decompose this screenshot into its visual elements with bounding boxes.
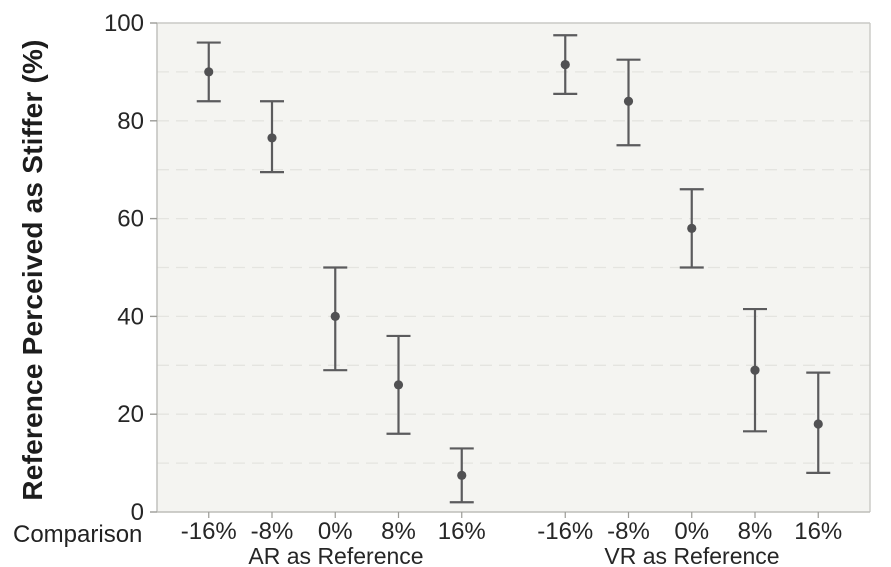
x-tick-label: 16%: [438, 518, 486, 545]
y-tick-label: 100: [104, 10, 144, 37]
y-tick-label: 0: [131, 499, 144, 526]
x-tick-label: -8%: [607, 518, 650, 545]
group-label-ar: AR as Reference: [248, 543, 424, 567]
data-point: [623, 96, 634, 106]
x-tick-label: -16%: [181, 518, 237, 545]
data-point: [750, 365, 760, 375]
data-point: [687, 223, 697, 233]
y-tick-label: 80: [117, 108, 144, 135]
x-tick-label: 0%: [674, 518, 709, 545]
group-label-vr: VR as Reference: [604, 543, 780, 567]
data-point: [457, 470, 467, 480]
x-tick-label: 8%: [738, 518, 773, 545]
data-point: [560, 59, 570, 70]
data-point: [204, 67, 214, 77]
data-point: [267, 133, 277, 143]
x-tick-label: -8%: [251, 518, 294, 545]
y-tick-label: 40: [117, 303, 144, 330]
data-point: [330, 311, 340, 321]
x-tick-label: -16%: [537, 518, 593, 545]
data-point: [393, 380, 404, 390]
y-tick-label: 60: [117, 206, 144, 233]
x-axis-title: Comparison: [13, 521, 143, 548]
x-tick-label: 16%: [794, 518, 842, 545]
y-axis-title: Reference Perceived as Stiffer (%): [17, 39, 48, 501]
y-tick-label: 20: [117, 401, 144, 428]
x-tick-label: 8%: [381, 518, 416, 545]
data-point: [813, 419, 823, 429]
x-tick-label: 0%: [318, 518, 353, 545]
